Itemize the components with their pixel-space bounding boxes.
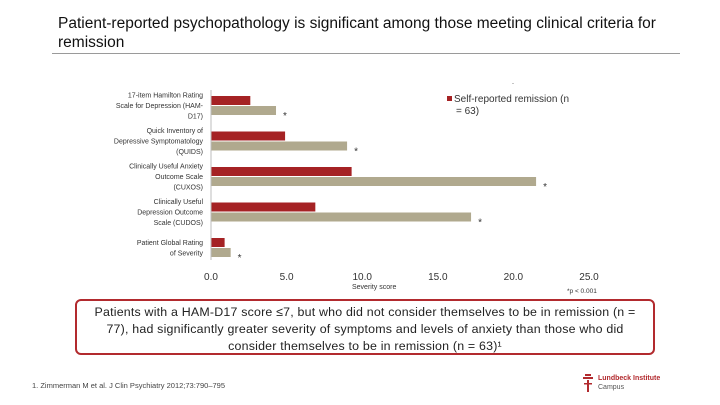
- significance-star: *: [283, 111, 287, 122]
- category-label: (CUXOS): [173, 185, 203, 192]
- bar-not-self-reported-remission: [211, 248, 231, 257]
- category-label: Quick Inventory of: [147, 128, 203, 135]
- significance-star: *: [238, 253, 242, 264]
- legend-marker: -: [512, 81, 514, 87]
- logo-text: Lundbeck Institute Campus: [598, 374, 660, 392]
- chart-area: 17-item Hamilton Rating Scale for Depress…: [0, 60, 720, 300]
- bar-self-reported-remission: [211, 96, 251, 105]
- logo-line-1: Lundbeck Institute: [598, 375, 661, 382]
- bar-self-reported-remission: [211, 202, 316, 212]
- x-tick-label: 5.0: [280, 272, 294, 283]
- significance-star: *: [354, 147, 358, 158]
- category-label: Depression Outcome: [137, 210, 203, 217]
- category-label: 17-item Hamilton Rating: [128, 93, 203, 100]
- category-label: Scale for Depression (HAM-: [116, 103, 204, 110]
- bar-self-reported-remission: [211, 167, 352, 176]
- x-tick-label: 15.0: [428, 272, 448, 283]
- bar-chart: 17-item Hamilton Rating Scale for Depress…: [114, 81, 599, 295]
- x-tick-label: 20.0: [504, 272, 524, 283]
- legend-label: = 63): [456, 106, 479, 117]
- category-label: D17): [188, 114, 203, 121]
- slide-title: Patient-reported psychopathology is sign…: [58, 15, 656, 51]
- title-divider: [52, 53, 680, 54]
- logo-line-2: Campus: [598, 384, 625, 391]
- reference-citation: 1. Zimmerman M et al. J Clin Psychiatry …: [32, 381, 226, 390]
- logo-mark-icon: [583, 374, 593, 392]
- bar-self-reported-remission: [211, 238, 225, 247]
- x-axis-label: Severity score: [352, 284, 396, 291]
- category-label: (QUIDS): [176, 149, 203, 156]
- bar-not-self-reported-remission: [211, 141, 348, 151]
- category-label: Clinically Useful Anxiety: [129, 164, 203, 171]
- legend-swatch: [447, 96, 452, 101]
- x-tick-label: 25.0: [579, 272, 599, 283]
- legend-label: Self-reported remission (n: [454, 94, 569, 105]
- bar-self-reported-remission: [211, 131, 286, 141]
- bar-not-self-reported-remission: [211, 106, 277, 115]
- key-finding-callout: Patients with a HAM-D17 score ≤7, but wh…: [75, 299, 655, 355]
- category-label: of Severity: [170, 250, 204, 257]
- category-label: Depressive Symptomatology: [114, 139, 204, 146]
- significance-star: *: [478, 218, 482, 229]
- category-label: Patient Global Rating: [137, 240, 203, 247]
- category-label: Outcome Scale: [155, 174, 203, 181]
- x-tick-label: 10.0: [352, 272, 372, 283]
- x-tick-label: 0.0: [204, 272, 218, 283]
- bar-not-self-reported-remission: [211, 212, 472, 222]
- category-label: Clinically Useful: [154, 199, 204, 206]
- bar-not-self-reported-remission: [211, 177, 537, 186]
- lundbeck-logo: Lundbeck Institute Campus: [582, 372, 692, 400]
- significance-star: *: [543, 182, 547, 193]
- significance-footnote: *p < 0.001: [567, 288, 597, 295]
- category-label: Scale (CUDOS): [154, 220, 203, 227]
